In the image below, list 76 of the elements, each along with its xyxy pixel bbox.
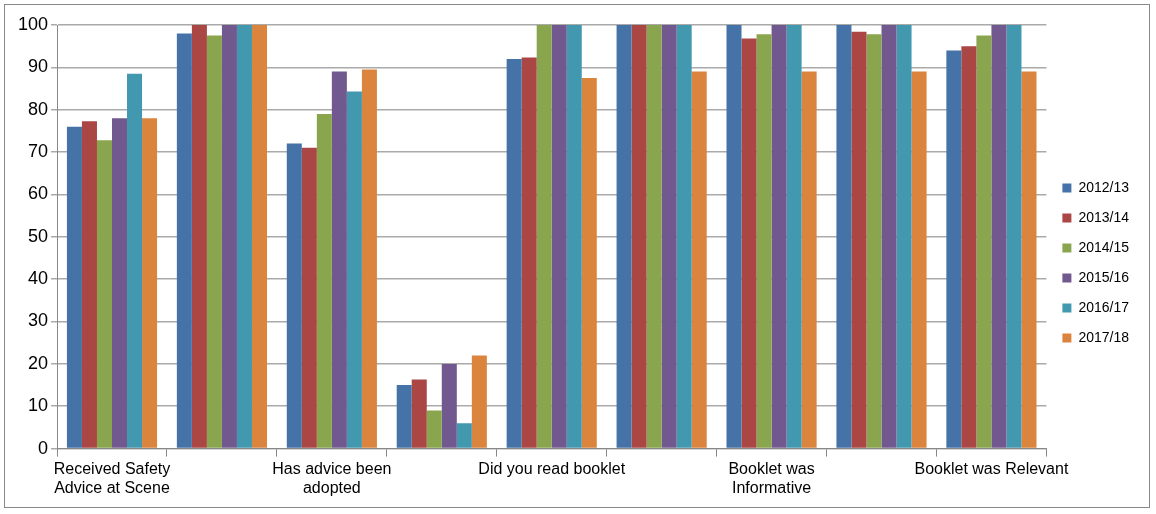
bar (771, 25, 787, 448)
bar (616, 25, 632, 448)
bar (176, 33, 192, 448)
bar (866, 34, 882, 448)
y-tick-label: 80 (28, 98, 49, 119)
bar (1021, 71, 1037, 448)
bar (411, 379, 427, 448)
y-tick-label: 40 (28, 268, 49, 289)
bar (521, 57, 537, 448)
x-tick-label: Has advice been adopted (272, 459, 392, 496)
bar (361, 69, 377, 448)
bar (896, 25, 912, 448)
y-tick-label: 20 (28, 352, 49, 373)
legend-label: 2016/17 (1078, 298, 1130, 315)
bar (631, 25, 647, 448)
bar (221, 25, 237, 448)
bar (251, 25, 267, 448)
bar (127, 73, 143, 448)
bar (911, 71, 927, 448)
y-tick-label: 30 (28, 310, 49, 331)
bar (396, 385, 412, 448)
y-tick-label: 50 (28, 225, 49, 246)
bar (691, 71, 707, 448)
bar (426, 410, 442, 448)
bar (331, 71, 347, 448)
bar (236, 25, 252, 448)
bar (851, 31, 867, 448)
bar (206, 35, 222, 448)
bar (581, 77, 597, 448)
y-tick-label: 70 (28, 141, 49, 162)
y-tick-label: 0 (38, 437, 49, 458)
bar (286, 143, 302, 448)
bar (112, 118, 128, 448)
bar (786, 25, 802, 448)
bar (881, 25, 897, 448)
bar (756, 34, 772, 448)
bar (551, 25, 567, 448)
bar (741, 38, 757, 448)
bar (191, 25, 207, 448)
bar (81, 121, 97, 448)
legend-label: 2013/14 (1078, 208, 1130, 225)
bar (991, 25, 1007, 448)
legend-label: 2017/18 (1078, 328, 1130, 345)
y-tick-label: 100 (17, 13, 49, 34)
y-tick-label: 90 (28, 56, 49, 77)
legend-label: 2015/16 (1078, 268, 1130, 285)
y-tick-label: 10 (28, 395, 49, 416)
bar (471, 355, 487, 448)
bar (661, 25, 677, 448)
bar (726, 25, 742, 448)
bar (976, 35, 992, 448)
bar (961, 46, 977, 448)
bar (506, 58, 522, 448)
bar (676, 25, 692, 448)
bar (301, 147, 317, 448)
x-tick-label: Did you read booklet (478, 459, 626, 477)
bar (1006, 25, 1022, 448)
x-tick-label: Booklet was Relevant (914, 459, 1069, 477)
bar (142, 118, 158, 448)
bar (566, 25, 582, 448)
legend-label: 2014/15 (1078, 238, 1130, 255)
x-tick-label: Booklet was Informative (728, 459, 815, 496)
legend-label: 2012/13 (1078, 178, 1130, 195)
bar (946, 50, 962, 448)
bar (96, 140, 112, 448)
y-tick-label: 60 (28, 183, 49, 204)
bar (456, 423, 472, 448)
bar (316, 113, 332, 448)
bar (66, 126, 82, 448)
bar (801, 71, 817, 448)
bar (836, 25, 852, 448)
bar (646, 25, 662, 448)
bar (536, 25, 552, 448)
bar (346, 91, 362, 448)
bar (441, 363, 457, 448)
x-tick-label: Received Safety Advice at Scene (53, 459, 171, 496)
